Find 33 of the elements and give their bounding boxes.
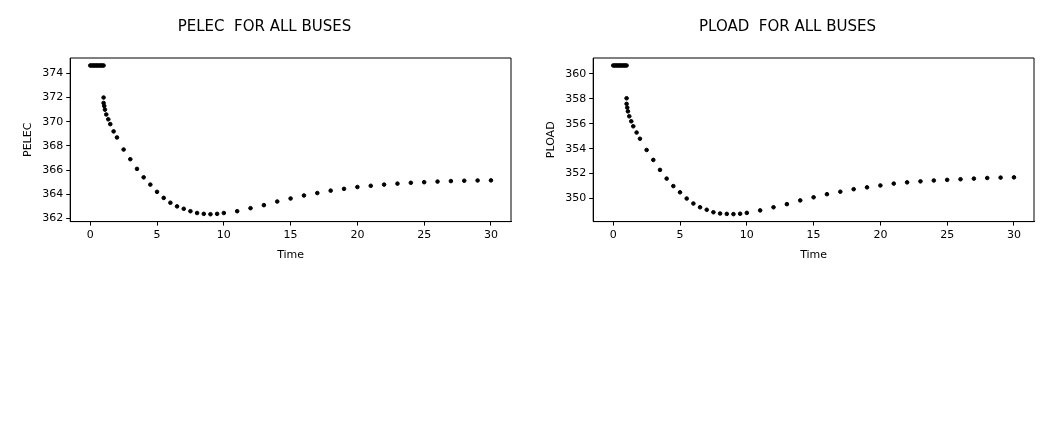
x-tick-label: 10: [739, 228, 754, 242]
x-tick-label: 20: [350, 228, 365, 242]
y-tick-label: 358: [565, 91, 587, 105]
y-tick-label: 350: [565, 191, 587, 205]
x-tick-label: 0: [86, 228, 94, 242]
chart-title: PLOAD FOR ALL BUSES: [699, 16, 876, 35]
y-tick-label: 362: [42, 211, 64, 225]
x-tick-label: 0: [609, 228, 617, 242]
x-tick-label: 25: [417, 228, 432, 242]
y-tick-label: 352: [565, 166, 587, 180]
y-tick-label: 374: [42, 66, 64, 80]
x-axis-title: Time: [799, 248, 828, 262]
x-tick-label: 30: [483, 228, 498, 242]
y-axis-title: PLOAD: [544, 121, 558, 159]
x-tick-label: 5: [153, 228, 161, 242]
y-tick-label: 354: [565, 141, 587, 155]
x-axis-title: Time: [276, 248, 305, 262]
y-tick-label: 360: [565, 66, 587, 80]
y-tick-label: 370: [42, 114, 64, 128]
y-tick-label: 372: [42, 90, 64, 104]
y-tick-label: 368: [42, 138, 64, 152]
x-tick-label: 15: [283, 228, 298, 242]
x-tick-label: 20: [873, 228, 888, 242]
y-axis-title: PELEC: [21, 122, 35, 157]
x-tick-label: 10: [216, 228, 231, 242]
x-tick-label: 15: [806, 228, 821, 242]
y-tick-label: 364: [42, 187, 64, 201]
y-tick-label: 356: [565, 116, 587, 130]
x-tick-label: 25: [940, 228, 955, 242]
chart-title: PELEC FOR ALL BUSES: [177, 16, 352, 35]
x-tick-label: 5: [676, 228, 684, 242]
y-tick-label: 366: [42, 162, 64, 176]
x-tick-label: 30: [1006, 228, 1021, 242]
